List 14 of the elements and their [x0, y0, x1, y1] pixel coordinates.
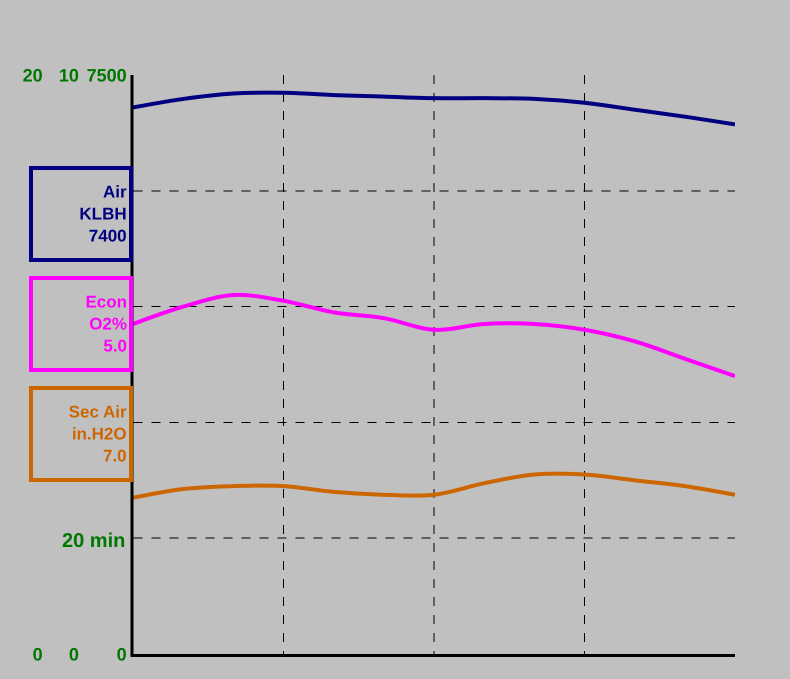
- text: Air KLBH: [79, 182, 127, 224]
- x-axis-title: 20 min: [62, 530, 126, 552]
- line-series: [133, 472, 735, 500]
- line-series: [133, 90, 735, 126]
- y2-tick-label: 10: [58, 65, 79, 86]
- series-label: Econ O2%: [85, 292, 127, 334]
- text: 7400: [88, 226, 127, 246]
- text: Sec Air in.H2O: [68, 402, 127, 444]
- y2-tick-label: 0: [68, 644, 79, 664]
- text: 5.0: [103, 336, 127, 356]
- y3-tick-label: 0: [32, 644, 43, 664]
- y3-tick-label: 20: [22, 65, 43, 86]
- text: 7.0: [102, 446, 127, 466]
- y-tick-label: 7500: [86, 65, 127, 86]
